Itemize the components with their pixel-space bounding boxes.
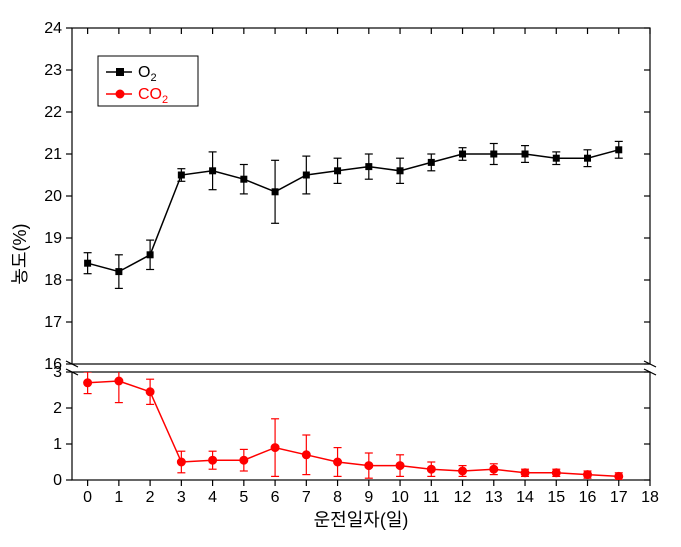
- svg-text:2: 2: [53, 400, 62, 417]
- svg-text:3: 3: [177, 489, 186, 506]
- svg-text:4: 4: [208, 489, 217, 506]
- svg-text:23: 23: [44, 62, 62, 79]
- svg-text:19: 19: [44, 230, 62, 247]
- chart-container: 0123456789101112131415161718운전일자(일)16171…: [0, 0, 681, 547]
- svg-text:1: 1: [53, 436, 62, 453]
- chart-svg: 0123456789101112131415161718운전일자(일)16171…: [0, 0, 681, 547]
- svg-text:22: 22: [44, 104, 62, 121]
- svg-text:0: 0: [83, 489, 92, 506]
- svg-text:24: 24: [44, 20, 62, 37]
- svg-text:13: 13: [485, 489, 503, 506]
- svg-text:18: 18: [641, 489, 659, 506]
- svg-text:6: 6: [271, 489, 280, 506]
- svg-text:17: 17: [610, 489, 628, 506]
- svg-text:11: 11: [423, 489, 440, 506]
- svg-text:14: 14: [516, 489, 534, 506]
- svg-text:7: 7: [302, 489, 311, 506]
- svg-text:3: 3: [53, 364, 62, 381]
- svg-text:2: 2: [146, 489, 155, 506]
- svg-text:운전일자(일): 운전일자(일): [314, 510, 409, 530]
- svg-text:0: 0: [53, 472, 62, 489]
- svg-text:10: 10: [391, 489, 409, 506]
- svg-text:20: 20: [44, 188, 62, 205]
- svg-text:9: 9: [364, 489, 373, 506]
- svg-text:21: 21: [44, 146, 62, 163]
- svg-text:8: 8: [333, 489, 342, 506]
- svg-text:12: 12: [454, 489, 472, 506]
- svg-text:1: 1: [114, 489, 123, 506]
- svg-text:18: 18: [44, 272, 62, 289]
- svg-text:5: 5: [239, 489, 248, 506]
- svg-text:농도(%): 농도(%): [10, 223, 30, 284]
- svg-text:17: 17: [44, 314, 62, 331]
- svg-text:15: 15: [547, 489, 565, 506]
- svg-text:16: 16: [579, 489, 597, 506]
